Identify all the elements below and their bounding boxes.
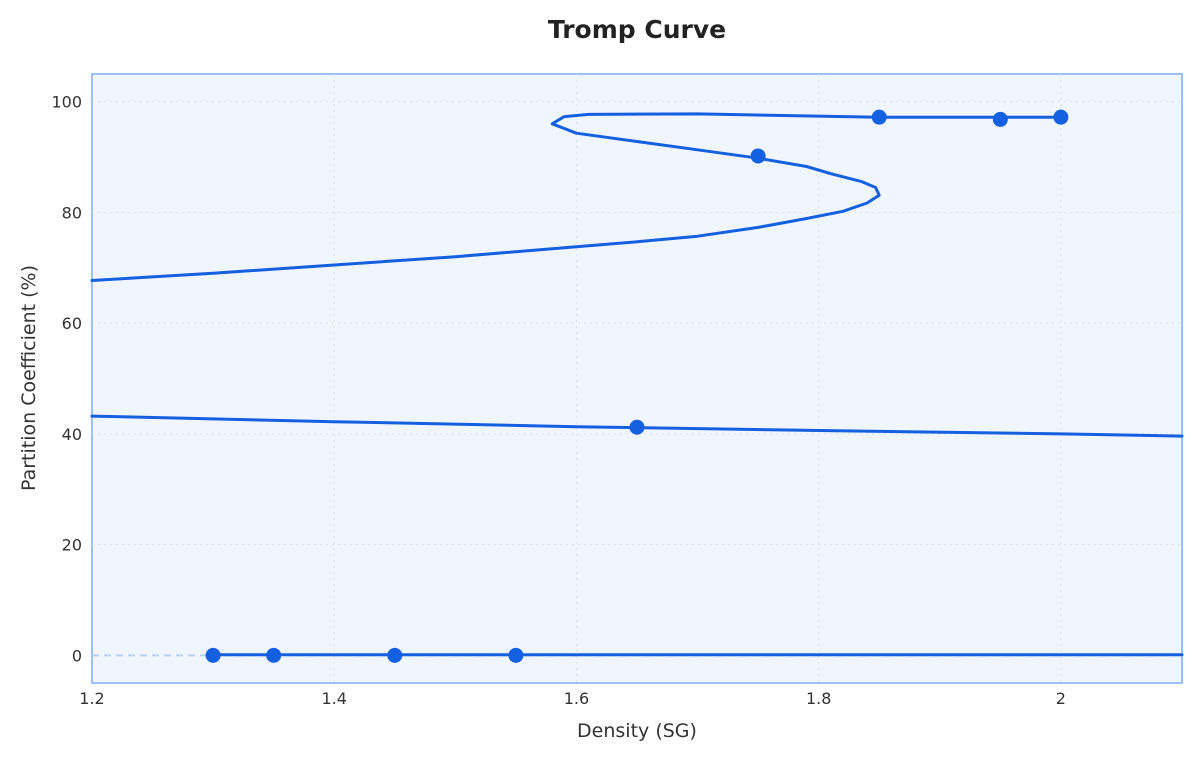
x-axis-label: Density (SG) — [577, 720, 697, 742]
curve-group — [90, 112, 1184, 657]
y-tick-label: 100 — [51, 93, 82, 112]
x-tick-label: 1.2 — [79, 689, 104, 708]
data-point — [992, 111, 1008, 127]
data-point — [387, 647, 403, 663]
data-point — [1053, 109, 1069, 125]
curve-upper-branch — [90, 112, 1063, 282]
x-tick-label: 1.8 — [806, 689, 831, 708]
y-tick-label: 80 — [62, 203, 82, 222]
y-tick-label: 40 — [62, 425, 82, 444]
plot-background — [91, 73, 1183, 684]
x-axis-ticks: 1.2 1.4 1.6 1.8 2 — [79, 689, 1066, 708]
data-point — [629, 419, 645, 435]
data-point — [750, 148, 766, 164]
marker-group — [205, 109, 1069, 663]
y-tick-label: 60 — [62, 314, 82, 333]
data-point — [205, 647, 221, 663]
curve-middle-branch — [90, 414, 1184, 438]
x-tick-label: 1.4 — [321, 689, 346, 708]
grid-lines — [92, 74, 1182, 683]
data-point — [266, 647, 282, 663]
data-point — [871, 109, 887, 125]
x-tick-label: 1.6 — [564, 689, 589, 708]
y-axis-ticks: 0 20 40 60 80 100 — [51, 93, 82, 666]
data-point — [508, 647, 524, 663]
chart-title: Tromp Curve — [548, 15, 726, 44]
y-tick-label: 20 — [62, 536, 82, 555]
x-tick-label: 2 — [1056, 689, 1066, 708]
y-tick-label: 0 — [72, 646, 82, 665]
y-axis-label: Partition Coefficient (%) — [18, 265, 40, 491]
